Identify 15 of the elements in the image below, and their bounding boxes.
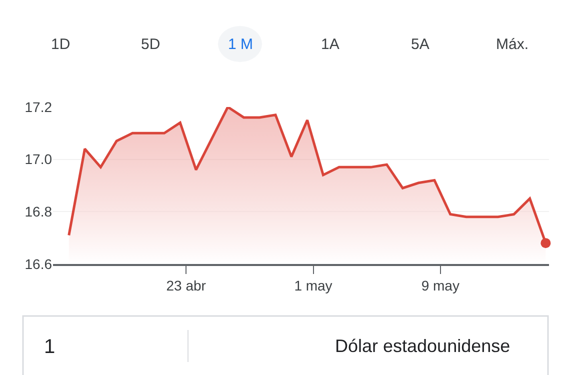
text: Máx. [496,36,529,53]
text: 1 M [228,36,254,53]
y-tick-label: 16.8 [24,204,52,220]
text: 1D [51,36,70,53]
text: 5A [411,36,430,53]
y-tick-label: 17.2 [24,98,52,115]
y-tick-label: 17.0 [24,151,52,168]
x-tick-label: 1 may [294,278,332,294]
text: 1 [44,336,56,358]
text: 5D [141,36,160,53]
x-tick-label: 23 abr [166,278,206,294]
x-tick-label: 9 may [421,278,460,294]
text: 1A [321,36,340,53]
text: Dólar estadounidense [335,336,510,356]
y-tick-label: 16.6 [24,256,52,272]
